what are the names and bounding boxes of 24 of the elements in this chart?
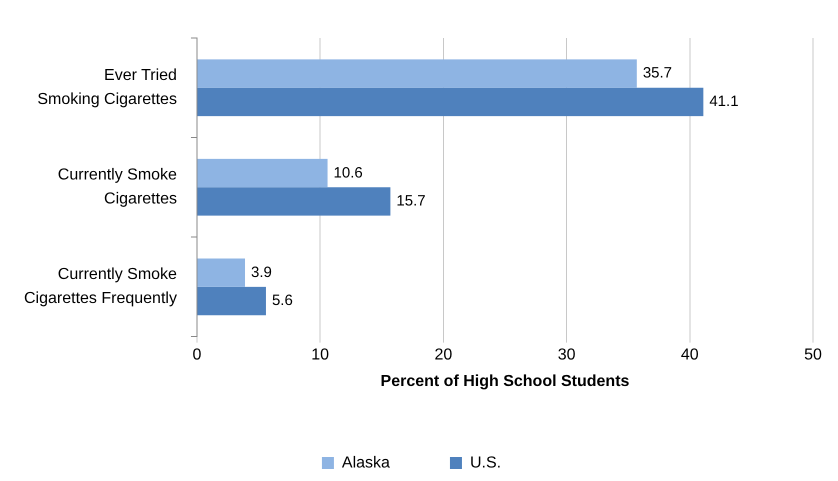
x-tick-label: 10 bbox=[311, 346, 330, 364]
x-axis-title: Percent of High School Students bbox=[380, 372, 630, 390]
bar bbox=[197, 286, 266, 316]
y-tick-label: Currently Smoke Cigarettes Frequently bbox=[24, 266, 178, 308]
data-label: 10.6 bbox=[334, 164, 363, 182]
x-tick-label: 20 bbox=[434, 346, 452, 364]
x-tick-label: 50 bbox=[804, 346, 822, 364]
x-tick-label: 30 bbox=[558, 346, 576, 364]
bar bbox=[197, 158, 328, 188]
legend-label: Alaska bbox=[342, 454, 390, 472]
y-tick-label: Currently Smoke Cigarettes bbox=[58, 166, 178, 208]
bar bbox=[197, 258, 246, 287]
bar bbox=[197, 187, 390, 216]
bar bbox=[197, 88, 704, 116]
y-tick-label: Ever Tried Smoking Cigarettes bbox=[37, 67, 177, 108]
bar bbox=[197, 59, 637, 88]
data-label: 15.7 bbox=[396, 192, 426, 210]
x-tick-label: 0 bbox=[192, 346, 202, 364]
data-label: 41.1 bbox=[709, 93, 739, 110]
legend-label: U.S. bbox=[470, 454, 502, 472]
data-label: 3.9 bbox=[251, 264, 272, 281]
x-tick-label: 40 bbox=[680, 346, 699, 364]
data-label: 35.7 bbox=[642, 64, 672, 82]
data-label: 5.6 bbox=[272, 292, 293, 310]
